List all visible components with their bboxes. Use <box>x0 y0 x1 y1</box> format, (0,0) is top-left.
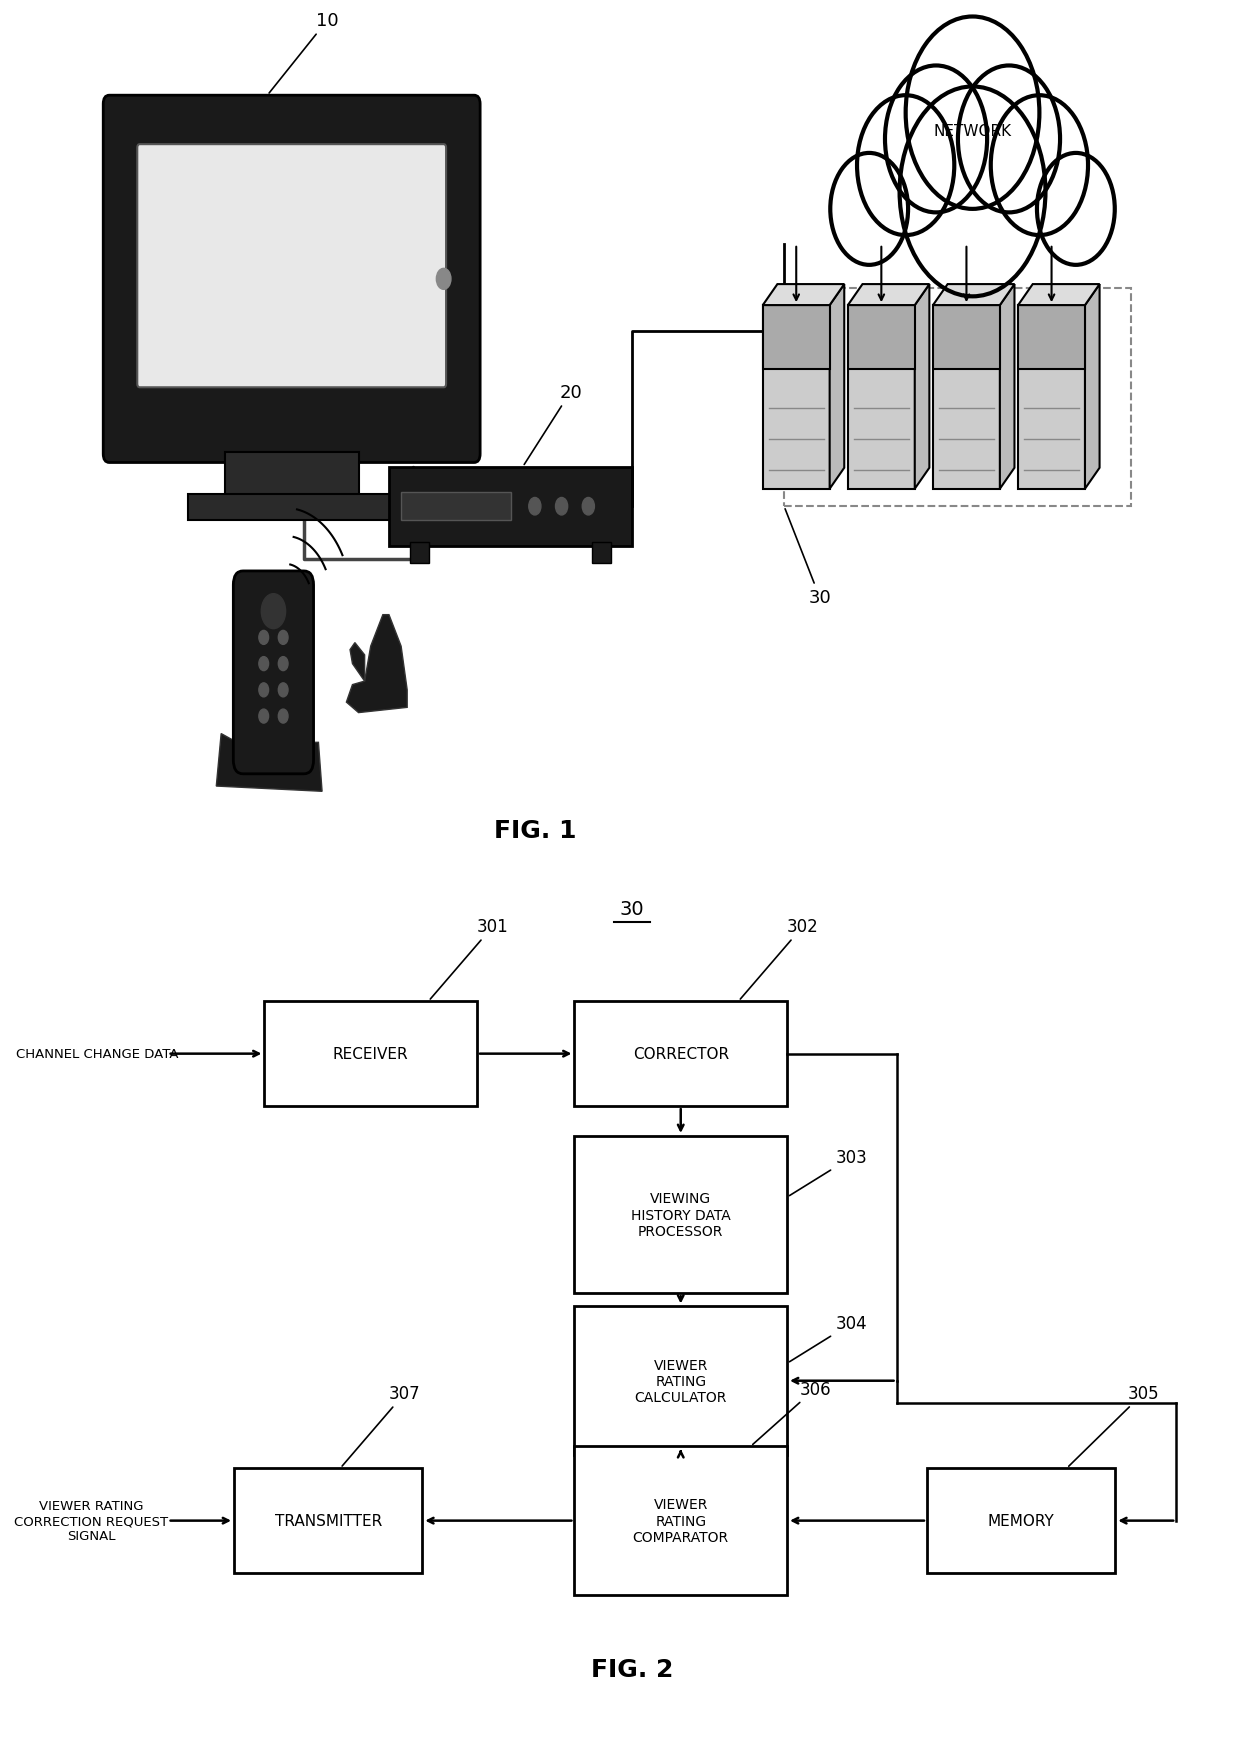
FancyBboxPatch shape <box>103 96 480 463</box>
Bar <box>932 306 999 371</box>
Text: TRANSMITTER: TRANSMITTER <box>274 1514 382 1528</box>
Text: 301: 301 <box>430 918 508 1000</box>
Bar <box>848 306 915 371</box>
Bar <box>409 542 429 563</box>
Circle shape <box>857 96 955 236</box>
Bar <box>224 453 358 498</box>
Text: 30: 30 <box>785 509 831 607</box>
Circle shape <box>259 710 269 724</box>
Bar <box>784 288 1131 507</box>
Text: FIG. 2: FIG. 2 <box>591 1657 673 1682</box>
Circle shape <box>278 710 288 724</box>
Polygon shape <box>830 285 844 489</box>
Text: MEMORY: MEMORY <box>988 1514 1054 1528</box>
Circle shape <box>899 87 1045 297</box>
Text: VIEWING
HISTORY DATA
PROCESSOR: VIEWING HISTORY DATA PROCESSOR <box>631 1192 730 1238</box>
Polygon shape <box>1085 285 1100 489</box>
Polygon shape <box>1018 285 1100 306</box>
Bar <box>574 1447 787 1594</box>
Text: 303: 303 <box>790 1148 868 1196</box>
Text: 306: 306 <box>753 1379 831 1444</box>
Polygon shape <box>848 285 929 306</box>
Bar <box>763 306 830 489</box>
Bar <box>188 495 396 521</box>
Text: FIG. 1: FIG. 1 <box>494 818 577 843</box>
Circle shape <box>262 594 285 629</box>
Bar <box>389 467 632 545</box>
Circle shape <box>436 269 451 290</box>
Circle shape <box>885 66 987 213</box>
Bar <box>763 306 830 371</box>
Text: 10: 10 <box>269 12 339 94</box>
Bar <box>1018 306 1085 489</box>
Circle shape <box>528 498 541 516</box>
Polygon shape <box>763 285 844 306</box>
Circle shape <box>259 631 269 645</box>
Circle shape <box>259 683 269 697</box>
Circle shape <box>583 498 594 516</box>
Text: CHANNEL CHANGE DATA: CHANNEL CHANGE DATA <box>16 1047 179 1061</box>
Text: 20: 20 <box>525 383 582 465</box>
Circle shape <box>831 154 908 266</box>
Polygon shape <box>346 615 407 713</box>
Circle shape <box>1037 154 1115 266</box>
Text: 305: 305 <box>1069 1384 1159 1467</box>
Circle shape <box>959 66 1060 213</box>
Text: 307: 307 <box>342 1384 420 1467</box>
Bar <box>574 1002 787 1106</box>
Circle shape <box>278 683 288 697</box>
Text: VIEWER
RATING
CALCULATOR: VIEWER RATING CALCULATOR <box>635 1358 727 1404</box>
Bar <box>574 1308 787 1454</box>
Text: VIEWER RATING
CORRECTION REQUEST
SIGNAL: VIEWER RATING CORRECTION REQUEST SIGNAL <box>14 1500 169 1542</box>
Circle shape <box>278 631 288 645</box>
Polygon shape <box>999 285 1014 489</box>
Circle shape <box>556 498 568 516</box>
Circle shape <box>259 657 269 671</box>
Bar <box>264 1002 477 1106</box>
Bar <box>574 1136 787 1294</box>
Polygon shape <box>216 734 322 792</box>
Bar <box>848 306 915 489</box>
Text: RECEIVER: RECEIVER <box>332 1047 408 1061</box>
Bar <box>234 1468 423 1573</box>
Text: 302: 302 <box>740 918 818 1000</box>
Circle shape <box>278 657 288 671</box>
FancyBboxPatch shape <box>233 572 314 774</box>
Text: 304: 304 <box>790 1314 867 1362</box>
Polygon shape <box>350 643 365 682</box>
Bar <box>591 542 611 563</box>
Circle shape <box>905 17 1039 210</box>
Bar <box>932 306 999 489</box>
Text: VIEWER
RATING
COMPARATOR: VIEWER RATING COMPARATOR <box>632 1498 729 1543</box>
Polygon shape <box>915 285 929 489</box>
Text: CORRECTOR: CORRECTOR <box>632 1047 729 1061</box>
Bar <box>1018 306 1085 371</box>
Bar <box>401 493 511 521</box>
Circle shape <box>991 96 1087 236</box>
FancyBboxPatch shape <box>138 145 446 388</box>
Bar <box>928 1468 1116 1573</box>
Text: 30: 30 <box>620 900 645 918</box>
Text: NETWORK: NETWORK <box>934 124 1012 138</box>
Polygon shape <box>932 285 1014 306</box>
